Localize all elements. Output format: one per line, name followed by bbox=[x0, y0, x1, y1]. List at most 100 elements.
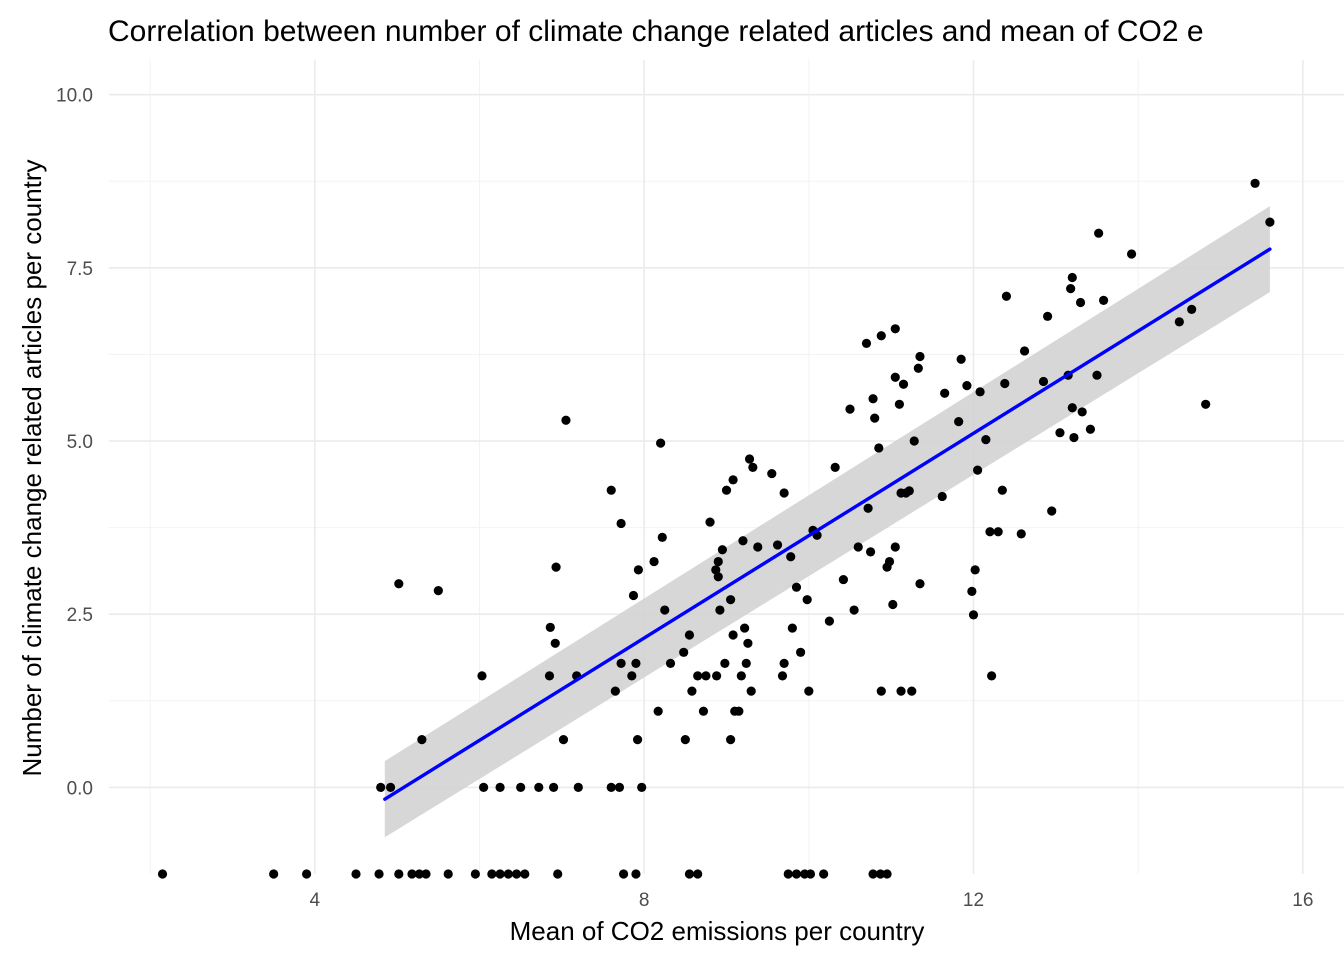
data-point bbox=[374, 869, 384, 879]
data-point bbox=[1201, 399, 1211, 409]
data-point bbox=[890, 372, 900, 382]
data-point bbox=[824, 616, 835, 626]
data-point bbox=[712, 671, 722, 681]
data-point bbox=[627, 671, 637, 681]
data-point bbox=[907, 686, 917, 696]
data-point bbox=[721, 485, 732, 495]
data-point bbox=[845, 404, 855, 414]
major-gridlines bbox=[109, 60, 1344, 874]
data-point bbox=[351, 869, 361, 879]
data-point bbox=[861, 338, 872, 348]
data-point bbox=[767, 468, 777, 479]
data-point bbox=[616, 658, 626, 668]
data-point bbox=[838, 574, 849, 585]
data-point bbox=[487, 869, 497, 879]
data-point bbox=[720, 658, 730, 668]
data-point bbox=[551, 562, 561, 572]
data-point bbox=[573, 782, 583, 793]
data-point bbox=[1038, 376, 1049, 387]
data-point bbox=[610, 686, 620, 696]
data-point bbox=[779, 488, 789, 498]
data-point bbox=[1077, 407, 1087, 417]
data-point bbox=[744, 454, 755, 464]
y-axis-ticks: 0.0 2.5 5.0 7.5 10.0 bbox=[56, 86, 93, 800]
data-point bbox=[968, 610, 979, 620]
data-point bbox=[421, 869, 431, 879]
chart-title: Correlation between number of climate ch… bbox=[108, 15, 1204, 48]
data-point bbox=[870, 413, 880, 423]
data-point bbox=[868, 869, 878, 879]
data-point bbox=[693, 869, 703, 879]
data-point bbox=[888, 599, 898, 610]
data-point bbox=[1000, 378, 1010, 389]
data-point bbox=[684, 630, 695, 640]
data-point bbox=[915, 579, 925, 589]
data-point bbox=[802, 595, 812, 605]
x-tick-label: 12 bbox=[963, 890, 984, 911]
data-point bbox=[549, 782, 559, 793]
data-point bbox=[717, 545, 727, 555]
data-point bbox=[631, 658, 641, 668]
data-point bbox=[495, 869, 505, 879]
data-point bbox=[748, 462, 758, 472]
data-point bbox=[616, 518, 626, 529]
data-point bbox=[394, 579, 404, 589]
data-point bbox=[728, 475, 738, 485]
data-point bbox=[701, 671, 711, 681]
data-point bbox=[993, 527, 1003, 537]
data-point bbox=[987, 671, 997, 681]
data-point bbox=[875, 869, 886, 879]
data-point bbox=[728, 630, 738, 640]
data-point bbox=[628, 590, 639, 601]
data-point bbox=[693, 671, 703, 681]
data-point bbox=[713, 556, 723, 567]
data-point bbox=[874, 443, 884, 453]
data-point bbox=[1016, 529, 1026, 539]
data-point bbox=[679, 647, 689, 657]
data-point bbox=[981, 435, 991, 445]
data-point bbox=[890, 324, 900, 334]
data-point bbox=[746, 686, 756, 696]
data-point bbox=[967, 586, 977, 596]
data-point bbox=[503, 869, 513, 879]
data-point bbox=[649, 556, 659, 567]
data-point bbox=[975, 387, 985, 397]
data-point bbox=[913, 363, 923, 373]
data-point bbox=[865, 547, 876, 557]
data-point bbox=[805, 869, 816, 879]
y-axis-title: Number of climate change related article… bbox=[17, 159, 47, 776]
data-point bbox=[516, 782, 526, 793]
data-point bbox=[898, 379, 909, 389]
data-point bbox=[656, 438, 666, 448]
data-point bbox=[1069, 432, 1079, 443]
data-point bbox=[660, 605, 670, 615]
data-point bbox=[890, 542, 900, 552]
data-point bbox=[544, 671, 555, 681]
data-point bbox=[954, 417, 964, 427]
data-point bbox=[783, 869, 793, 879]
data-point bbox=[684, 869, 695, 879]
data-point bbox=[713, 572, 723, 582]
data-point bbox=[1092, 370, 1102, 380]
data-point bbox=[753, 542, 763, 552]
x-tick-label: 16 bbox=[1292, 890, 1313, 911]
data-point bbox=[711, 565, 721, 575]
data-point bbox=[863, 503, 873, 513]
minor-gridlines bbox=[109, 60, 1344, 874]
data-point bbox=[376, 782, 386, 793]
data-point bbox=[779, 658, 789, 668]
data-point bbox=[997, 485, 1007, 495]
data-point bbox=[561, 415, 571, 425]
data-point bbox=[804, 686, 814, 696]
data-point bbox=[787, 623, 797, 633]
y-tick-label: 7.5 bbox=[67, 259, 93, 280]
data-point bbox=[849, 605, 859, 615]
data-point bbox=[614, 782, 625, 793]
y-tick-label: 10.0 bbox=[56, 86, 93, 107]
data-point bbox=[896, 686, 906, 696]
data-point bbox=[973, 465, 983, 475]
data-point bbox=[637, 782, 647, 793]
data-point bbox=[819, 869, 829, 879]
data-point bbox=[1066, 284, 1076, 294]
data-point bbox=[894, 399, 905, 409]
